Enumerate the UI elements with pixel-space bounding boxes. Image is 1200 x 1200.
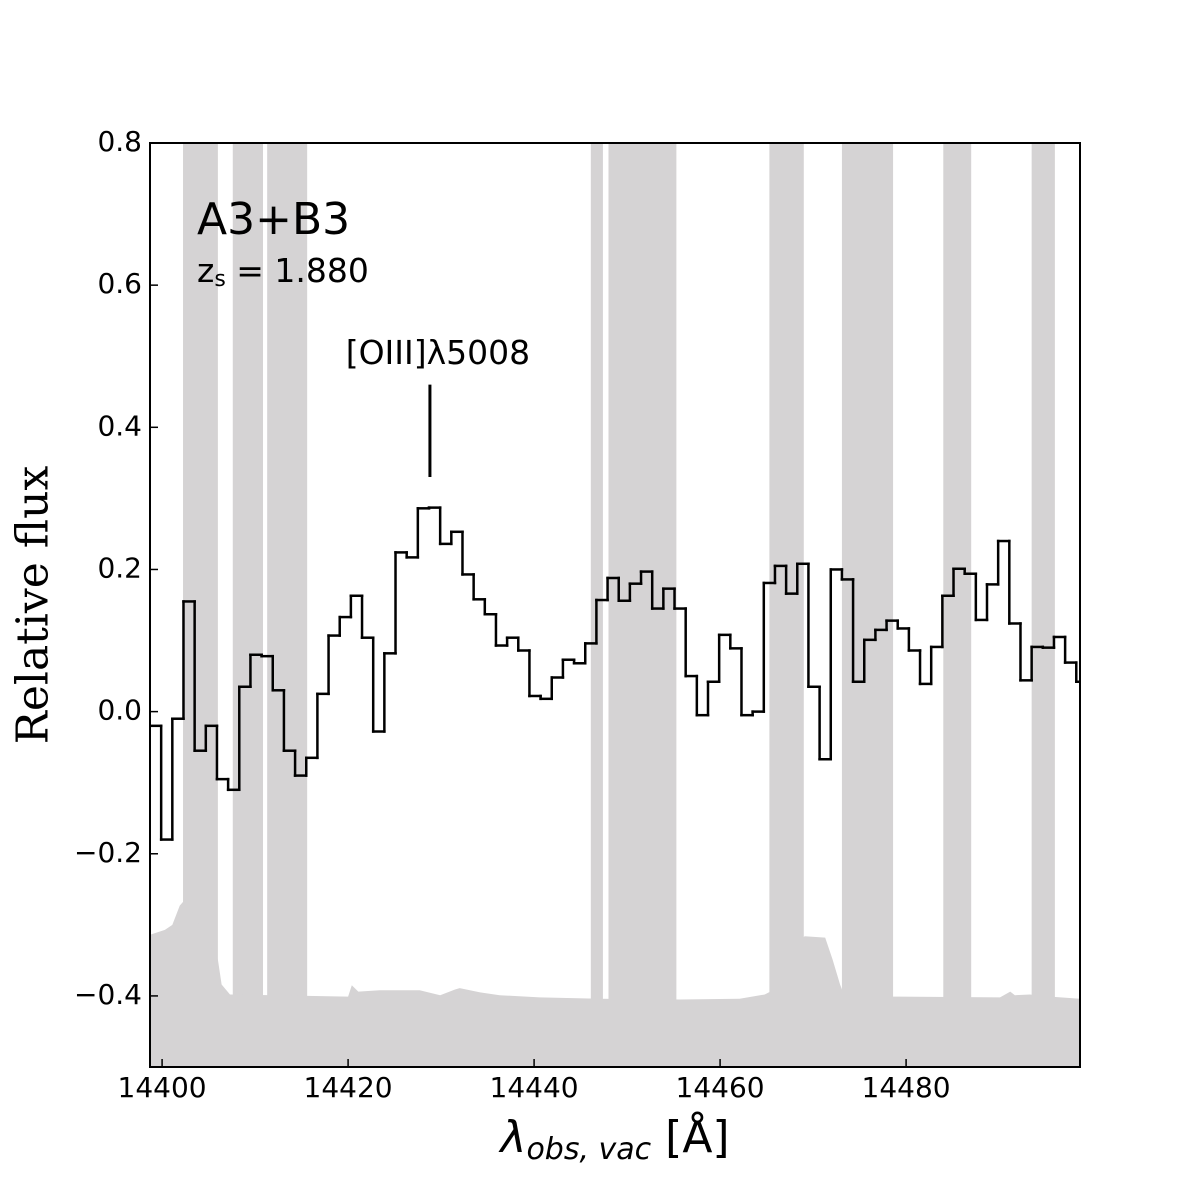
masked-region	[943, 143, 972, 1067]
x-tick-label: 14400	[118, 1071, 207, 1104]
subtitle-rest: = 1.880	[226, 251, 369, 290]
axes: −0.4 −0.2 0.0 0.2 0.4 0.6 0.8 14400 14420 14440 14…	[74, 125, 951, 1104]
subtitle-main: z	[197, 251, 214, 290]
y-tick-label: 0.0	[97, 694, 142, 727]
masked-region	[267, 143, 308, 1067]
x-tick-label: 14420	[304, 1071, 393, 1104]
y-tick-label: −0.2	[74, 836, 142, 869]
y-tick-label: 0.8	[97, 125, 142, 158]
plot-area	[150, 143, 1080, 1067]
chart-title: A3+B3	[197, 194, 350, 245]
x-label-sub: obs, vac	[526, 1132, 651, 1167]
y-axis-label: Relative flux	[8, 466, 59, 745]
noise-area	[150, 899, 1080, 1067]
y-tick-label: 0.6	[97, 267, 142, 300]
masked-region	[1031, 143, 1055, 1067]
annotation-text: [OIII]λ5008	[346, 333, 530, 372]
masked-region	[608, 143, 677, 1067]
masked-region	[232, 143, 263, 1067]
x-axis-label: λobs, vac [Å]	[498, 1110, 729, 1167]
masked-region	[841, 143, 894, 1067]
x-label-main: λ	[498, 1112, 526, 1163]
x-tick-label: 14460	[676, 1071, 765, 1104]
x-tick-label: 14480	[862, 1071, 951, 1104]
x-label-rest: [Å]	[651, 1110, 729, 1163]
plot-frame	[149, 142, 1081, 1068]
subtitle-sub: s	[214, 267, 225, 292]
subtitle: zs = 1.880	[197, 251, 369, 293]
x-tick-label: 14440	[490, 1071, 579, 1104]
y-tick-label: 0.4	[97, 409, 142, 442]
y-tick-label: 0.2	[97, 551, 142, 584]
masked-region	[769, 143, 804, 1067]
y-tick-label: −0.4	[74, 978, 142, 1011]
